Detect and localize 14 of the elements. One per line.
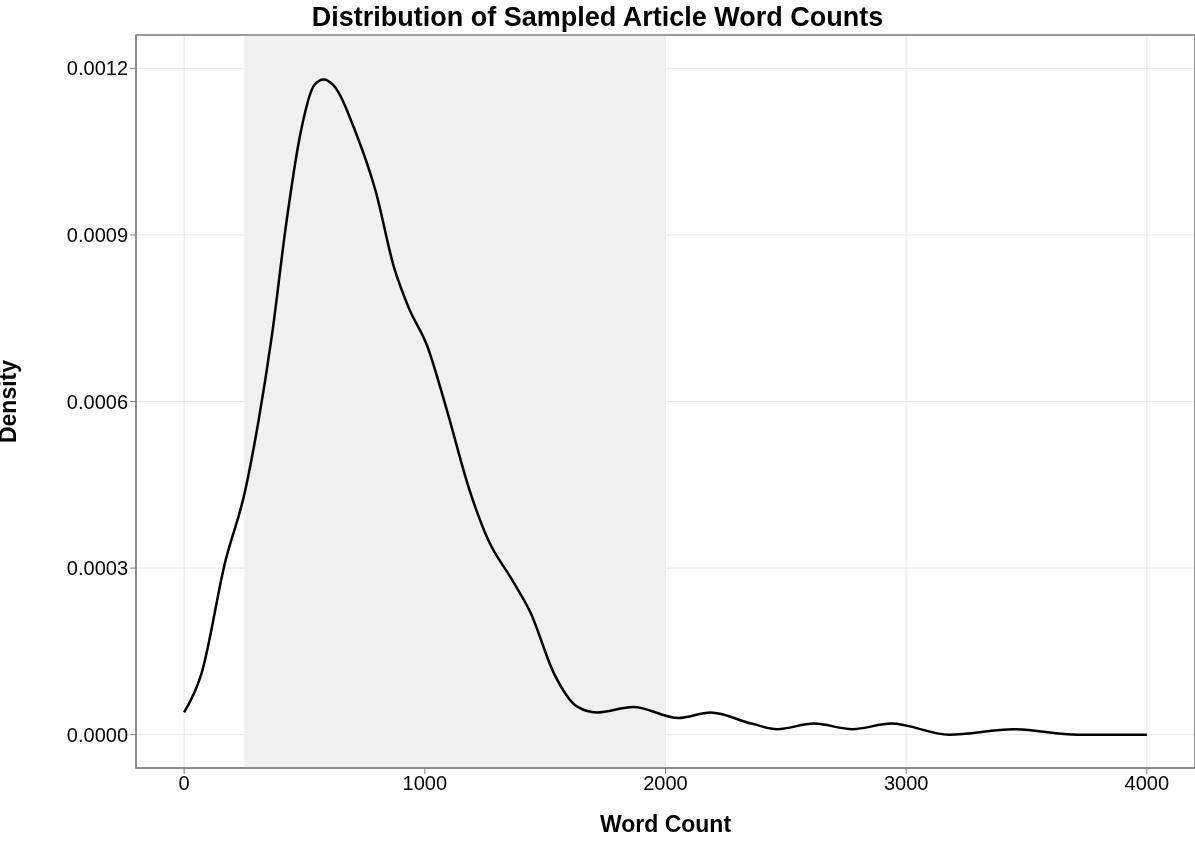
x-tick-label: 1000	[402, 772, 448, 795]
y-tick-label: 0.0009	[66, 224, 128, 247]
y-axis-title: Density	[0, 359, 22, 444]
x-tick-label: 0	[178, 772, 190, 795]
x-axis-title: Word Count	[599, 811, 732, 837]
y-tick-label: 0.0012	[66, 57, 128, 80]
y-tick-label: 0.0000	[66, 723, 128, 746]
x-tick-label: 4000	[1124, 772, 1170, 795]
y-tick-label: 0.0003	[66, 557, 128, 580]
line-series	[182, 78, 1149, 736]
chart-title: Distribution of Sampled Article Word Counts	[310, 2, 885, 33]
x-tick-label: 3000	[883, 772, 929, 795]
y-tick-label: 0.0006	[66, 390, 128, 413]
x-tick-label: 2000	[643, 772, 688, 795]
